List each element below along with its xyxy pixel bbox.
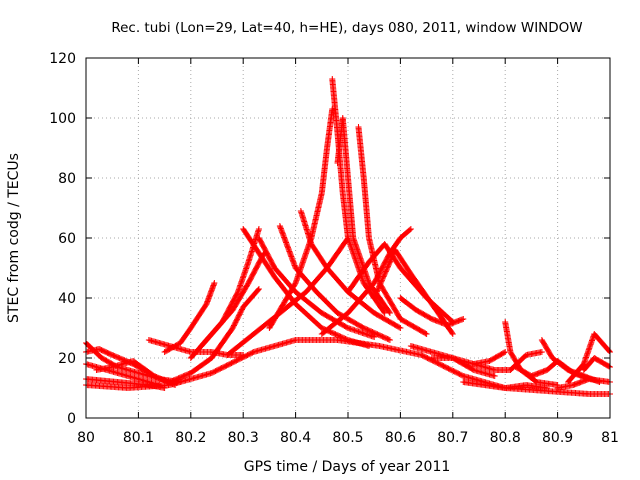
x-tick-label: 80.2 (175, 430, 206, 446)
x-tick-label: 80.4 (280, 430, 311, 446)
plus-marker (459, 372, 466, 379)
x-tick-label: 80.6 (385, 430, 416, 446)
plus-marker (491, 373, 498, 379)
data-points (83, 76, 613, 397)
plus-marker (255, 286, 262, 292)
plus-marker (385, 336, 392, 343)
x-tick-label: 80.1 (123, 430, 154, 446)
x-tick-label: 80.5 (332, 430, 363, 446)
x-tick-label: 80 (77, 430, 95, 446)
x-tick-label: 80.7 (437, 430, 468, 446)
series-pass-12 (240, 226, 372, 349)
plus-marker (211, 280, 218, 286)
x-axis-label: GPS time / Days of year 2011 (244, 459, 451, 475)
x-tick-label: 80.8 (490, 430, 521, 446)
y-tick-label: 0 (67, 411, 76, 427)
plus-marker (396, 324, 403, 331)
series-pass-17 (266, 106, 336, 331)
plus-marker (397, 325, 404, 331)
series-pass-07 (161, 280, 218, 355)
plus-marker (343, 324, 350, 331)
series-pass-14 (276, 223, 393, 343)
plus-marker (255, 287, 262, 293)
chart-title: Rec. tubi (Lon=29, Lat=40, h=HE), days 0… (111, 20, 582, 36)
series-pass-05 (93, 358, 179, 388)
y-tick-label: 20 (58, 351, 76, 367)
y-tick-label: 80 (58, 171, 76, 187)
plus-marker (538, 349, 545, 355)
y-tick-label: 120 (49, 51, 76, 67)
plus-marker (249, 349, 256, 356)
plus-marker (386, 337, 393, 343)
x-tick-label: 80.3 (228, 430, 259, 446)
plus-marker (365, 343, 372, 349)
y-tick-label: 60 (58, 231, 76, 247)
x-tick-label: 81 (601, 430, 619, 446)
series-pass-10 (187, 250, 268, 361)
plus-marker (255, 226, 262, 232)
y-tick-label: 100 (49, 111, 76, 127)
plus-marker (234, 290, 241, 297)
y-axis-label: STEC from codg / TECUs (6, 153, 22, 323)
x-tick-label: 80.9 (542, 430, 573, 446)
y-tick-label: 40 (58, 291, 76, 307)
series-pass-09 (166, 286, 262, 385)
series-pass-33 (554, 376, 613, 391)
plus-marker (343, 336, 350, 343)
